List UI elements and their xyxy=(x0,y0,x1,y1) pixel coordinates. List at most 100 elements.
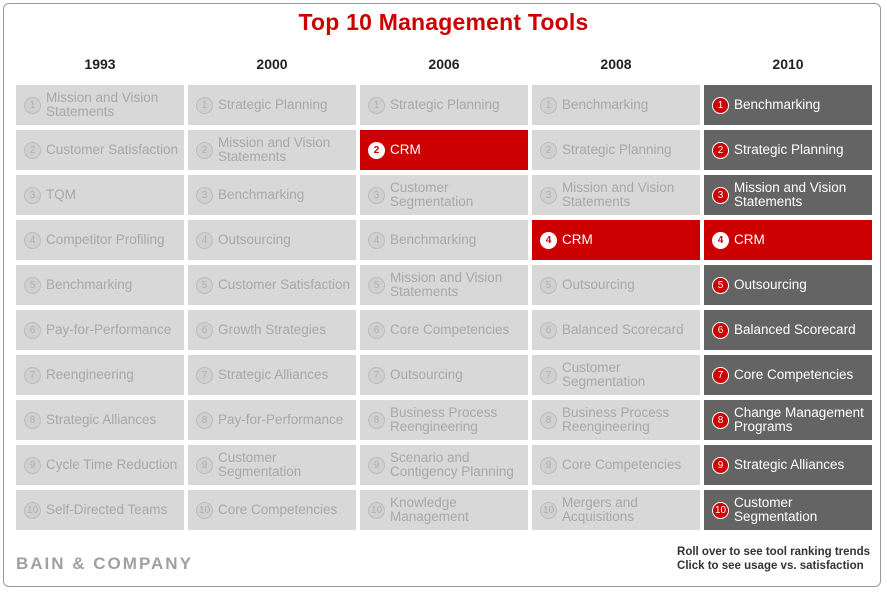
tool-cell-2000-rank-7[interactable]: 7 Strategic Alliances xyxy=(188,355,356,395)
rank-badge: 4 xyxy=(540,231,557,249)
tool-label: Benchmarking xyxy=(46,277,133,292)
tool-cell-2006-rank-7[interactable]: 7 Outsourcing xyxy=(360,355,528,395)
tool-cell-2010-rank-6[interactable]: 6 Balanced Scorecard xyxy=(704,310,872,350)
rank-badge: 6 xyxy=(24,321,41,339)
rank-badge: 2 xyxy=(24,141,41,159)
rank-badge: 3 xyxy=(712,186,729,204)
rank-badge: 2 xyxy=(540,141,557,159)
tool-cell-1993-rank-7[interactable]: 7 Reengineering xyxy=(16,355,184,395)
rank-badge: 10 xyxy=(712,501,729,519)
rank-badge: 10 xyxy=(540,501,557,519)
tool-cell-2010-rank-4[interactable]: 4 CRM xyxy=(704,220,872,260)
rank-badge: 3 xyxy=(196,186,213,204)
tool-cell-2010-rank-9[interactable]: 9 Strategic Alliances xyxy=(704,445,872,485)
tool-label: Business Process Reengineering xyxy=(390,405,498,434)
tool-cell-2008-rank-9[interactable]: 9 Core Competencies xyxy=(532,445,700,485)
tool-cell-2000-rank-5[interactable]: 5 Customer Satisfaction xyxy=(188,265,356,305)
tool-cell-2008-rank-4[interactable]: 4 CRM xyxy=(532,220,700,260)
tool-label: Strategic Planning xyxy=(390,97,500,112)
tool-label: Competitor Profiling xyxy=(46,232,165,247)
tool-cell-2008-rank-3[interactable]: 3 Mission and Vision Statements xyxy=(532,175,700,215)
tool-cell-2000-rank-6[interactable]: 6 Growth Strategies xyxy=(188,310,356,350)
tool-cell-2006-rank-5[interactable]: 5 Mission and Vision Statements xyxy=(360,265,528,305)
rank-badge: 1 xyxy=(196,96,213,114)
tool-label: Pay-for-Performance xyxy=(46,322,172,337)
rank-badge: 1 xyxy=(368,96,385,114)
tool-cell-1993-rank-2[interactable]: 2 Customer Satisfaction xyxy=(16,130,184,170)
tool-cell-2008-rank-10[interactable]: 10 Mergers and Acquisitions xyxy=(532,490,700,530)
tool-cell-2006-rank-10[interactable]: 10 Knowledge Management xyxy=(360,490,528,530)
tool-cell-2006-rank-4[interactable]: 4 Benchmarking xyxy=(360,220,528,260)
rank-badge: 3 xyxy=(24,186,41,204)
tool-cell-1993-rank-9[interactable]: 9 Cycle Time Reduction xyxy=(16,445,184,485)
tool-cell-2000-rank-9[interactable]: 9 Customer Segmentation xyxy=(188,445,356,485)
rank-badge: 10 xyxy=(368,501,385,519)
tool-label: Strategic Planning xyxy=(562,142,672,157)
tool-cell-2008-rank-6[interactable]: 6 Balanced Scorecard xyxy=(532,310,700,350)
tool-cell-2006-rank-6[interactable]: 6 Core Competencies xyxy=(360,310,528,350)
tool-cell-2008-rank-5[interactable]: 5 Outsourcing xyxy=(532,265,700,305)
rank-badge: 2 xyxy=(196,141,213,159)
tool-cell-1993-rank-1[interactable]: 1 Mission and Vision Statements xyxy=(16,85,184,125)
rank-badge: 5 xyxy=(24,276,41,294)
tool-cell-2006-rank-8[interactable]: 8 Business Process Reengineering xyxy=(360,400,528,440)
tool-label: Core Competencies xyxy=(390,322,510,337)
tool-cell-2010-rank-7[interactable]: 7 Core Competencies xyxy=(704,355,872,395)
tool-label: Core Competencies xyxy=(218,502,338,517)
tool-cell-2006-rank-1[interactable]: 1 Strategic Planning xyxy=(360,85,528,125)
tool-label: CRM xyxy=(734,232,765,247)
tool-cell-2008-rank-1[interactable]: 1 Benchmarking xyxy=(532,85,700,125)
tool-cell-2000-rank-8[interactable]: 8 Pay-for-Performance xyxy=(188,400,356,440)
tool-cell-2006-rank-9[interactable]: 9 Scenario and Contigency Planning xyxy=(360,445,528,485)
rank-badge: 7 xyxy=(368,366,385,384)
rank-badge: 1 xyxy=(24,96,41,114)
bain-logo: BAIN & COMPANY xyxy=(16,554,193,573)
tool-cell-1993-rank-4[interactable]: 4 Competitor Profiling xyxy=(16,220,184,260)
tool-label: Outsourcing xyxy=(390,367,463,382)
tool-cell-2010-rank-8[interactable]: 8 Change Management Programs xyxy=(704,400,872,440)
tool-cell-2006-rank-3[interactable]: 3 Customer Segmentation xyxy=(360,175,528,215)
tool-label: Mission and Vision Statements xyxy=(46,90,159,119)
tool-cell-2008-rank-2[interactable]: 2 Strategic Planning xyxy=(532,130,700,170)
rank-badge: 9 xyxy=(24,456,41,474)
tool-cell-2010-rank-10[interactable]: 10 Customer Segmentation xyxy=(704,490,872,530)
tool-label: Core Competencies xyxy=(562,457,682,472)
rank-badge: 4 xyxy=(196,231,213,249)
tool-label: TQM xyxy=(46,187,76,202)
rank-badge: 8 xyxy=(368,411,385,429)
tool-cell-2000-rank-4[interactable]: 4 Outsourcing xyxy=(188,220,356,260)
tool-label: CRM xyxy=(562,232,593,247)
tool-label: Strategic Planning xyxy=(734,142,844,157)
tool-cell-2008-rank-7[interactable]: 7 Customer Segmentation xyxy=(532,355,700,395)
rank-badge: 1 xyxy=(712,96,729,114)
tool-cell-1993-rank-6[interactable]: 6 Pay-for-Performance xyxy=(16,310,184,350)
rank-badge: 1 xyxy=(540,96,557,114)
tool-cell-1993-rank-3[interactable]: 3 TQM xyxy=(16,175,184,215)
tool-label: Scenario and Contigency Planning xyxy=(390,450,514,479)
tool-cell-2010-rank-1[interactable]: 1 Benchmarking xyxy=(704,85,872,125)
rank-badge: 6 xyxy=(540,321,557,339)
year-header-2006: 2006 xyxy=(428,56,460,72)
tool-cell-2000-rank-2[interactable]: 2 Mission and Vision Statements xyxy=(188,130,356,170)
tool-cell-2000-rank-1[interactable]: 1 Strategic Planning xyxy=(188,85,356,125)
tool-cell-2006-rank-2[interactable]: 2 CRM xyxy=(360,130,528,170)
tool-label: Strategic Alliances xyxy=(218,367,329,382)
tool-label: Knowledge Management xyxy=(390,495,469,524)
tool-cell-2000-rank-10[interactable]: 10 Core Competencies xyxy=(188,490,356,530)
rank-badge: 2 xyxy=(712,141,729,159)
rank-badge: 9 xyxy=(712,456,729,474)
tool-cell-2010-rank-3[interactable]: 3 Mission and Vision Statements xyxy=(704,175,872,215)
rank-badge: 5 xyxy=(540,276,557,294)
tool-cell-2010-rank-5[interactable]: 5 Outsourcing xyxy=(704,265,872,305)
tool-cell-2010-rank-2[interactable]: 2 Strategic Planning xyxy=(704,130,872,170)
year-header-2000: 2000 xyxy=(256,56,288,72)
tool-cell-1993-rank-10[interactable]: 10 Self-Directed Teams xyxy=(16,490,184,530)
rank-badge: 9 xyxy=(368,456,385,474)
tool-cell-2000-rank-3[interactable]: 3 Benchmarking xyxy=(188,175,356,215)
tool-cell-1993-rank-5[interactable]: 5 Benchmarking xyxy=(16,265,184,305)
tool-label: Reengineering xyxy=(46,367,134,382)
tool-cell-2008-rank-8[interactable]: 8 Business Process Reengineering xyxy=(532,400,700,440)
tool-cell-1993-rank-8[interactable]: 8 Strategic Alliances xyxy=(16,400,184,440)
tool-label: Self-Directed Teams xyxy=(46,502,168,517)
tool-label: Customer Segmentation xyxy=(218,450,302,479)
